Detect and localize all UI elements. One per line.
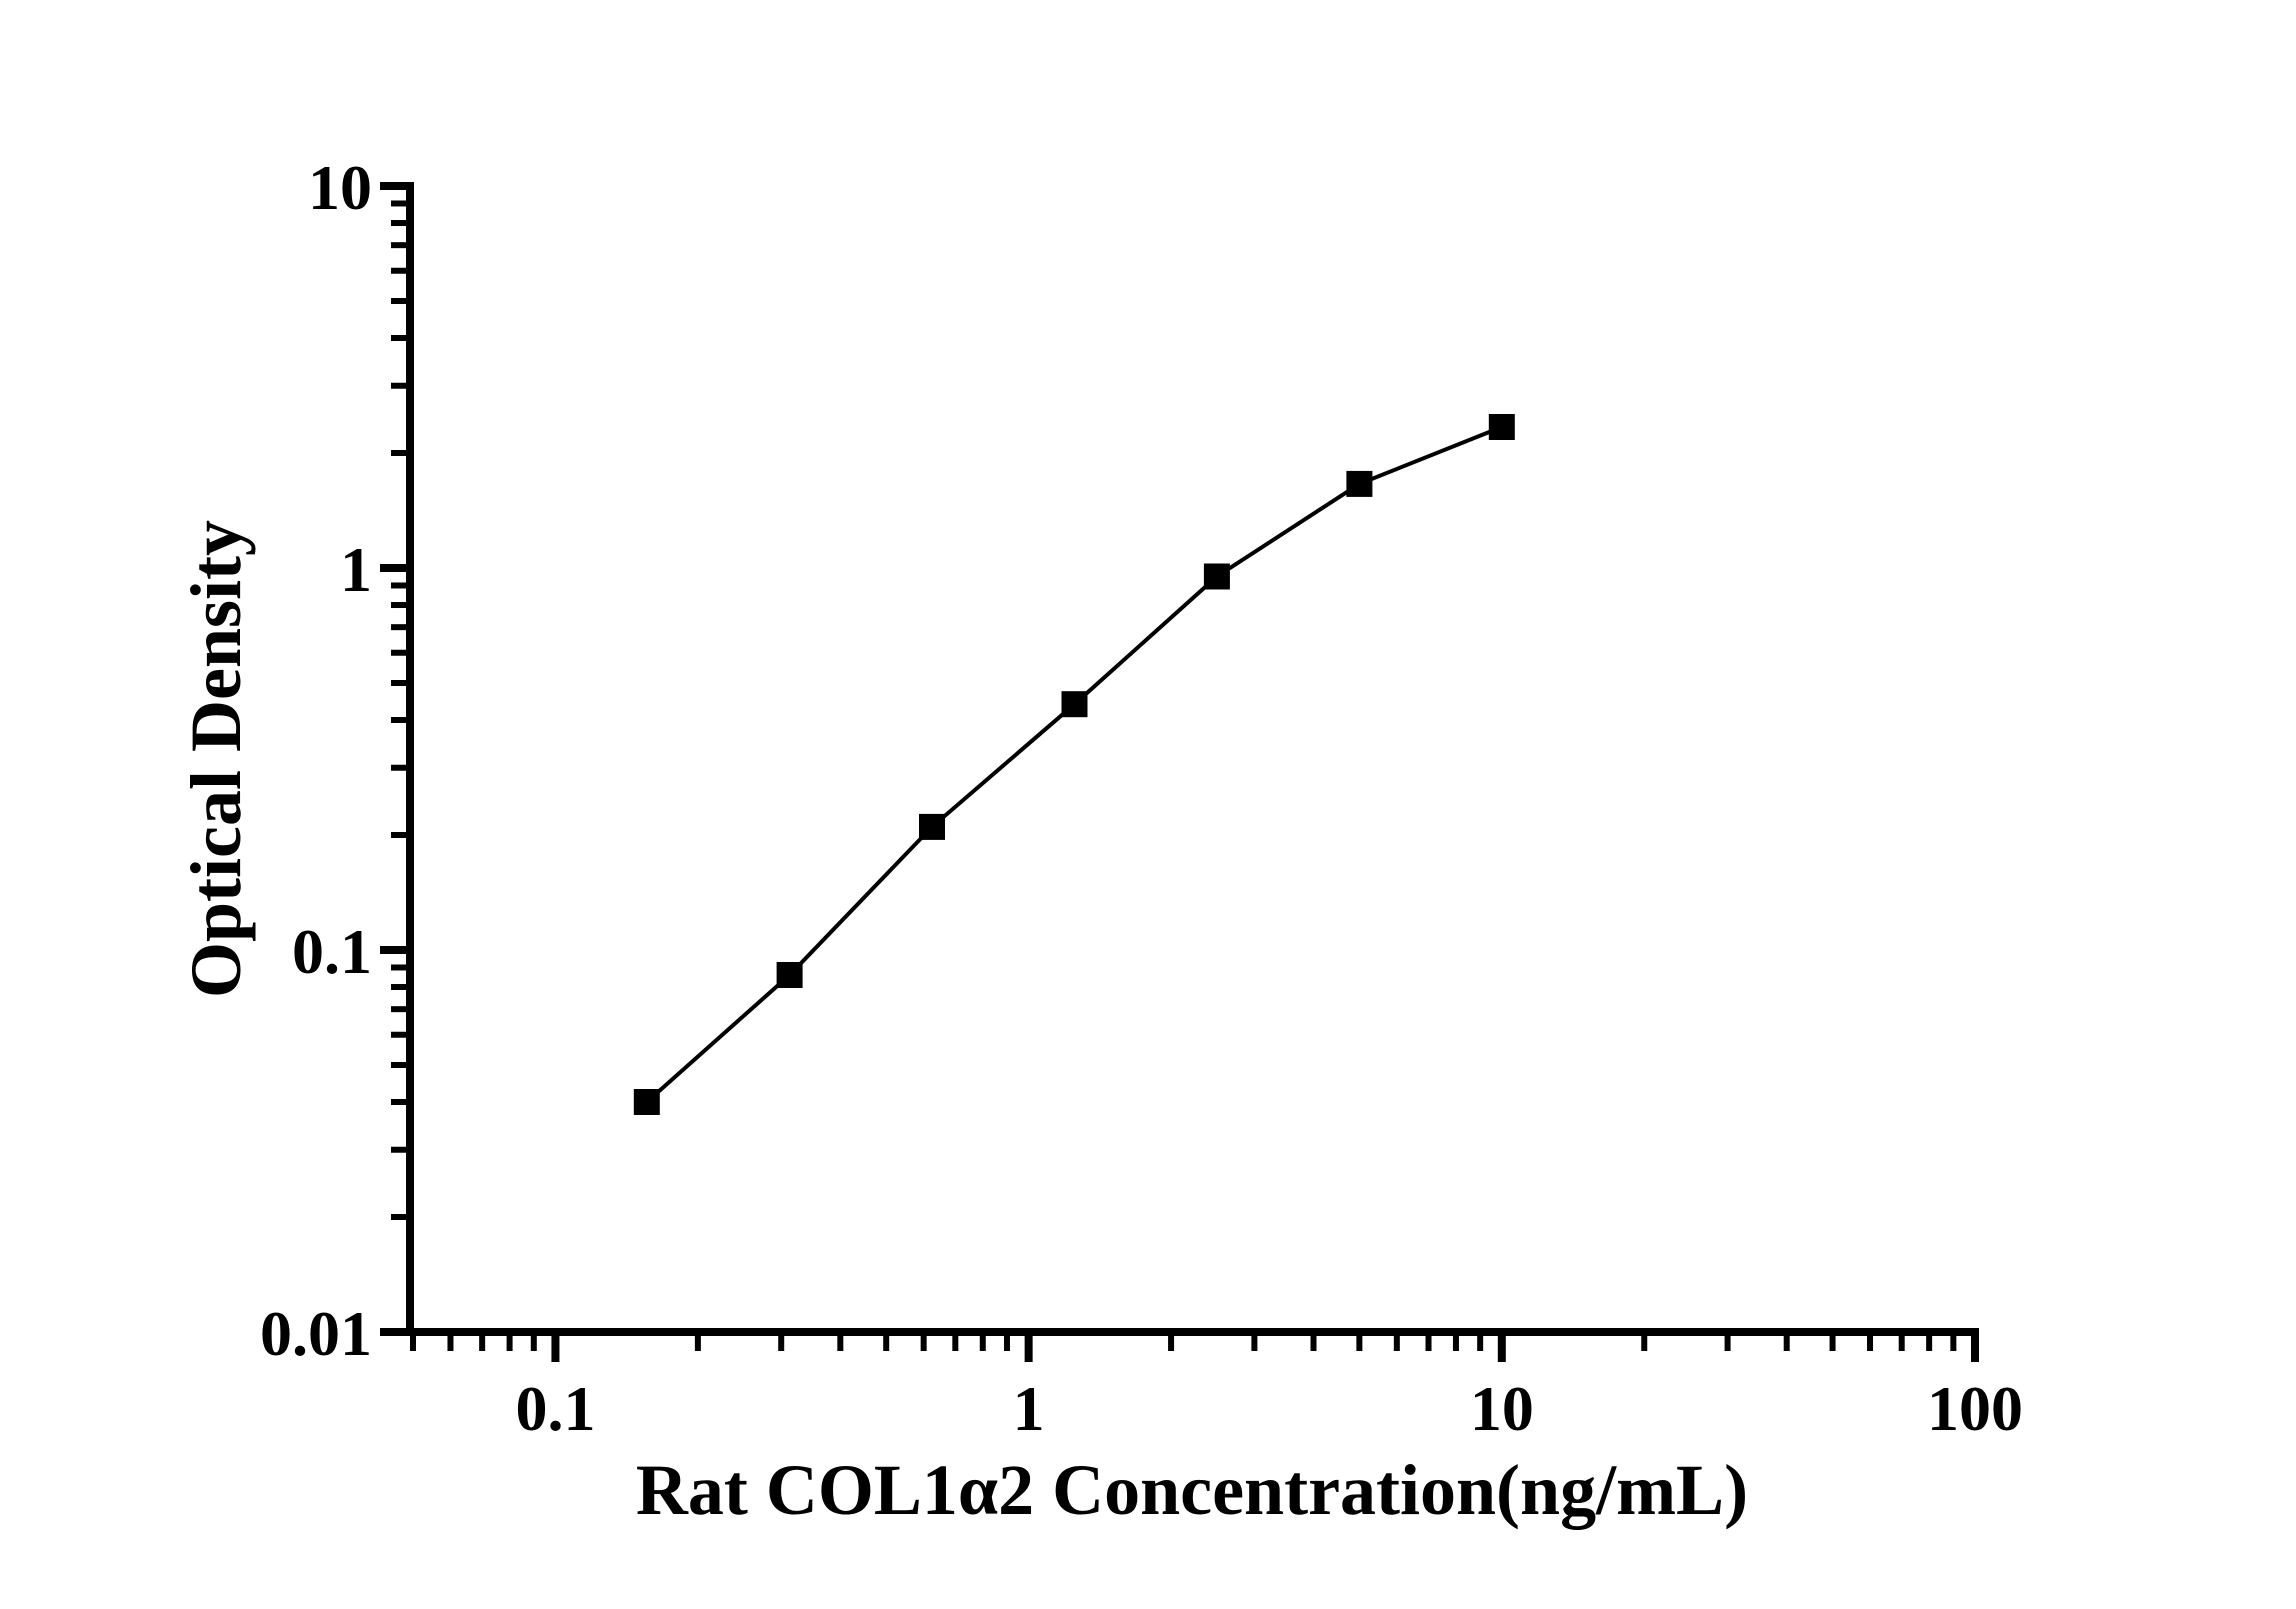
curve-line [645,425,1503,1104]
x-major-ticks [551,1336,1979,1362]
x-tick-labels: 0.1 1 10 100 [515,1373,2023,1444]
y-tick-label: 0.1 [292,916,372,987]
data-point-marker [919,813,945,840]
data-point-marker [1061,691,1088,718]
y-major-ticks [380,182,406,1336]
y-minor-ticks [391,200,406,1221]
y-axis-title: Optical Density [176,520,256,998]
data-point-marker [1203,563,1230,590]
x-axis-title: Rat COL1α2 Concentration(ng/mL) [636,1450,1748,1530]
y-tick-labels: 0.01 0.1 1 10 [260,152,372,1369]
x-tick-label: 1 [1013,1373,1045,1444]
x-tick-label: 0.1 [515,1373,595,1444]
y-tick-label: 0.01 [260,1298,372,1369]
y-tick-label: 10 [308,152,372,223]
x-minor-ticks [410,1336,1957,1351]
data-point-marker [776,962,803,988]
data-point-marker [1346,470,1373,497]
x-tick-label: 100 [1927,1373,2023,1444]
data-point-marker [1488,414,1515,440]
x-tick-label: 10 [1470,1373,1534,1444]
data-series-layer [633,414,1515,1115]
y-tick-label: 1 [340,534,372,605]
data-point-marker [633,1089,660,1115]
